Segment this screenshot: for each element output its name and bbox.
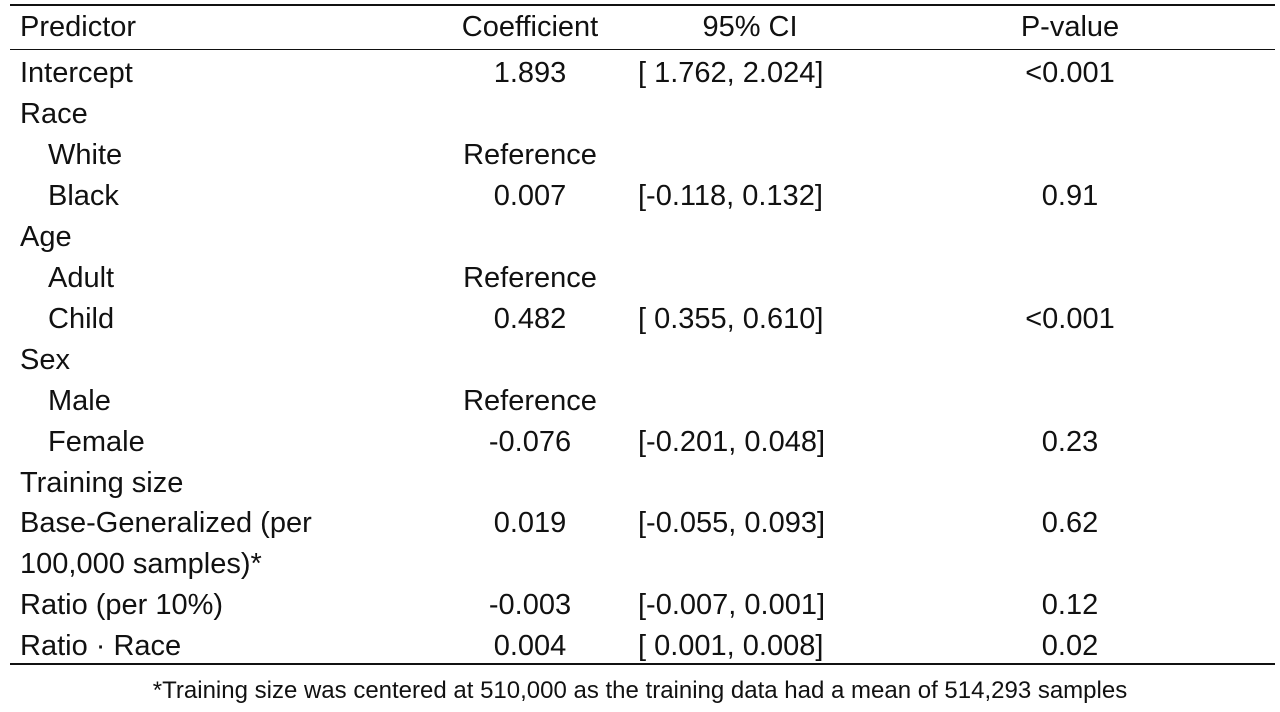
table-row: Race	[0, 94, 1280, 134]
table-row: Child 0.482 [ 0.355, 0.610] <0.001	[0, 299, 1280, 339]
cell-predictor: Race	[20, 98, 88, 130]
cell-coefficient: 0.482	[493, 303, 567, 335]
cell-predictor: Training size	[20, 467, 184, 499]
cell-coefficient: Reference	[463, 385, 597, 417]
table-row: Sex	[0, 340, 1280, 380]
table-row: 100,000 samples)*	[0, 544, 1280, 584]
cell-coefficient: 0.004	[493, 630, 567, 662]
cell-ci: [ 0.001, 0.008]	[638, 630, 824, 662]
table-row: Black 0.007 [-0.118, 0.132] 0.91	[0, 176, 1280, 216]
cell-coefficient: 0.019	[493, 507, 567, 539]
cell-predictor: Adult	[48, 262, 115, 294]
cell-pvalue: 0.12	[1041, 589, 1099, 621]
cell-ci: [ 1.762, 2.024]	[638, 57, 824, 89]
cell-ci: [-0.055, 0.093]	[638, 507, 826, 539]
table-row: Ratio · Race 0.004 [ 0.001, 0.008] 0.02	[0, 626, 1280, 666]
cell-pvalue: 0.62	[1041, 507, 1099, 539]
cell-pvalue: 0.02	[1041, 630, 1099, 662]
cell-pvalue: <0.001	[1025, 303, 1115, 335]
table-row: Age	[0, 217, 1280, 257]
table-row: Training size	[0, 463, 1280, 503]
table-header-row: Predictor Coefficient 95% CI P-value	[0, 7, 1280, 47]
cell-pvalue: 0.91	[1041, 180, 1099, 212]
cell-predictor: Child	[48, 303, 115, 335]
cell-coefficient: Reference	[463, 139, 597, 171]
cell-coefficient: Reference	[463, 262, 597, 294]
table-row: Adult Reference	[0, 258, 1280, 298]
header-pvalue: P-value	[1020, 11, 1120, 43]
cell-predictor: White	[48, 139, 123, 171]
cell-coefficient: -0.076	[488, 426, 572, 458]
cell-predictor: Female	[48, 426, 145, 458]
cell-coefficient: 0.007	[493, 180, 567, 212]
table-row: Intercept 1.893 [ 1.762, 2.024] <0.001	[0, 53, 1280, 93]
table-row: Female -0.076 [-0.201, 0.048] 0.23	[0, 422, 1280, 462]
table-top-rule	[10, 4, 1275, 6]
cell-ci: [-0.007, 0.001]	[638, 589, 826, 621]
cell-ci: [-0.118, 0.132]	[638, 180, 823, 212]
cell-predictor: Age	[20, 221, 72, 253]
header-predictor: Predictor	[20, 11, 137, 43]
cell-predictor: Ratio · Race	[20, 630, 182, 662]
cell-pvalue: <0.001	[1025, 57, 1115, 89]
table-header-rule	[10, 49, 1275, 50]
table-bottom-rule	[10, 663, 1275, 665]
cell-coefficient: -0.003	[488, 589, 572, 621]
cell-predictor: Ratio (per 10%)	[20, 589, 224, 621]
cell-predictor: Intercept	[20, 57, 133, 89]
table-footnote: *Training size was centered at 510,000 a…	[152, 677, 1128, 704]
cell-predictor: 100,000 samples)*	[20, 548, 262, 580]
header-ci: 95% CI	[702, 11, 798, 43]
cell-predictor: Black	[48, 180, 119, 212]
cell-ci: [-0.201, 0.048]	[638, 426, 826, 458]
cell-predictor: Male	[48, 385, 111, 417]
table-row: Ratio (per 10%) -0.003 [-0.007, 0.001] 0.12	[0, 585, 1280, 625]
cell-predictor: Base-Generalized (per	[20, 507, 312, 539]
cell-pvalue: 0.23	[1041, 426, 1099, 458]
table-row: Base-Generalized (per 0.019 [-0.055, 0.093…	[0, 503, 1280, 543]
header-coefficient: Coefficient	[461, 11, 599, 43]
cell-coefficient: 1.893	[493, 57, 567, 89]
table-row: White Reference	[0, 135, 1280, 175]
cell-ci: [ 0.355, 0.610]	[638, 303, 824, 335]
cell-predictor: Sex	[20, 344, 70, 376]
table-row: Male Reference	[0, 381, 1280, 421]
